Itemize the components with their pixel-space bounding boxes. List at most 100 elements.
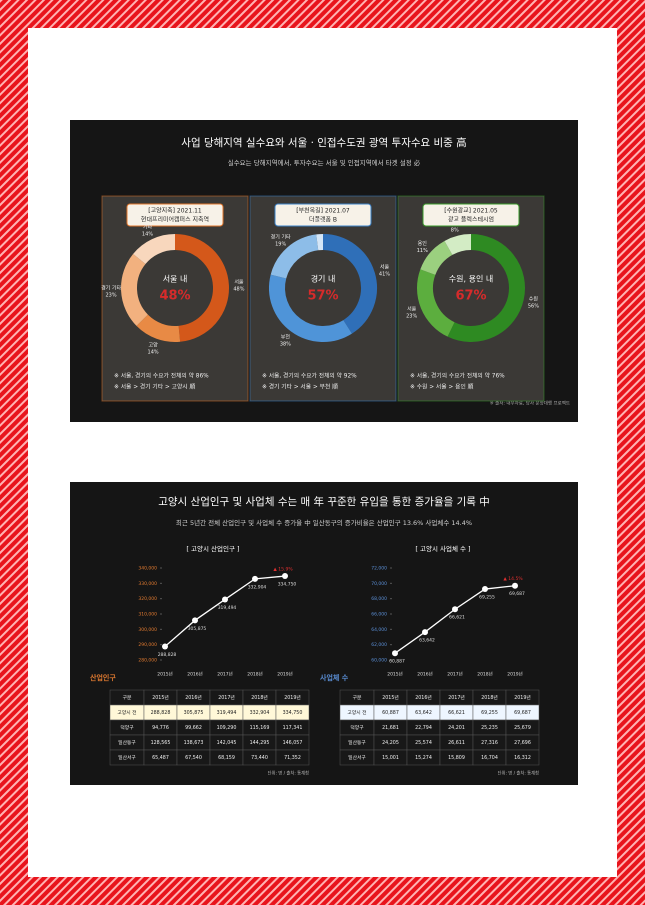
center-label: 수원, 용인 내 — [449, 274, 493, 284]
table-text: 69,687 — [514, 710, 531, 716]
donut-segment — [136, 314, 181, 342]
segment-label: 38% — [280, 341, 291, 347]
table-text: 94,776 — [152, 725, 169, 731]
y-tick-label: 64,000 — [371, 627, 387, 633]
donut-segment — [447, 234, 525, 342]
point — [192, 617, 198, 624]
table-text: 69,255 — [481, 710, 498, 716]
segment-name: 경기 기타 — [271, 233, 291, 240]
point — [222, 596, 228, 603]
donut-segment — [269, 274, 352, 342]
table-text: 일산서구 — [348, 754, 366, 761]
segment-label: 56% — [528, 304, 539, 310]
point — [482, 586, 488, 593]
point — [512, 582, 518, 589]
table-text: 117,341 — [283, 725, 303, 731]
segment-name: 용인 — [418, 240, 428, 247]
table-text: 26,611 — [448, 740, 465, 746]
table-text: 66,621 — [448, 710, 465, 716]
table-text: 67,540 — [185, 755, 202, 761]
panel-note: ※ 서울 > 경기 기타 > 고양시 順 — [114, 383, 195, 391]
table-text: 68,159 — [218, 755, 235, 761]
table-text: 2015년 — [382, 694, 399, 701]
panel-tag: [수원광교] 2021.05 — [444, 207, 498, 215]
x-tick-label: 2018년 — [477, 671, 493, 678]
table-text: 73,440 — [251, 755, 268, 761]
table-text: 2017년 — [448, 694, 465, 701]
donut-segment — [270, 234, 319, 279]
segment-name: 서울 — [407, 306, 417, 313]
table-text: 16,704 — [481, 755, 498, 761]
chart-title: [ 고양시 사업체 수 ] — [415, 544, 470, 553]
table-text: 65,487 — [152, 755, 169, 761]
y-tick-label: 320,000 — [138, 596, 157, 602]
donut-segment — [133, 234, 176, 265]
source-note: ※ 출처: 내부자료, 당사 분양대행 프로젝트 — [490, 400, 570, 407]
table-cell — [275, 749, 310, 766]
center-value: 48% — [159, 289, 190, 304]
panel-note: ※ 경기 기타 > 서울 > 부천 順 — [262, 383, 338, 391]
center-label: 경기 내 — [311, 274, 336, 284]
table-text: 305,875 — [184, 710, 204, 716]
table-text: 덕양구 — [120, 724, 134, 731]
point — [452, 606, 458, 613]
segment-label: 41% — [379, 272, 390, 278]
panel-note: ※ 서울, 경기의 수요가 전체의 약 76% — [410, 372, 505, 380]
table-text: 2018년 — [481, 694, 498, 701]
value-label: 288,828 — [158, 652, 177, 658]
slide-subtitle: 실수요는 당해지역에서, 투자수요는 서울 및 인접지역에서 타겟 설정 必 — [228, 158, 421, 167]
y-tick-label: 310,000 — [138, 612, 157, 618]
table-text: 2018년 — [251, 694, 268, 701]
table-text: 21,681 — [382, 725, 399, 731]
table-text: 15,001 — [382, 755, 399, 761]
table-text: 144,295 — [250, 740, 270, 746]
table-text: 99,662 — [185, 725, 202, 731]
chart-title: [ 고양시 산업인구 ] — [186, 544, 239, 553]
panel-tag: [부천옥길] 2021.07 — [296, 207, 350, 215]
value-label: 334,750 — [278, 582, 297, 588]
y-tick-label: 66,000 — [371, 612, 387, 618]
panel-tag-box — [274, 203, 372, 227]
panel-note: ※ 수원 > 서울 > 용인 順 — [410, 383, 474, 391]
y-tick-label: 60,000 — [371, 658, 387, 664]
table-text: 60,887 — [382, 710, 399, 716]
panel-name: 현대프리미어캠퍼스 지축역 — [141, 216, 209, 224]
x-tick-label: 2016년 — [417, 671, 433, 678]
center-value: 67% — [455, 289, 486, 304]
panel-tag: [고양지축] 2021.11 — [148, 207, 202, 215]
value-label: 69,687 — [509, 591, 525, 597]
table-text: 덕양구 — [350, 724, 364, 731]
point — [282, 573, 288, 580]
segment-label: 48% — [233, 286, 244, 292]
table-text: 109,290 — [217, 725, 237, 731]
table-text: 334,750 — [283, 710, 303, 716]
table-text: 구분 — [353, 695, 362, 701]
table-text: 15,809 — [448, 755, 465, 761]
y-tick-label: 340,000 — [138, 566, 157, 572]
value-label: 66,621 — [449, 615, 465, 621]
slide-title: 사업 당해지역 실수요와 서울 · 인접수도권 광역 투자수요 비중 高 — [181, 136, 466, 149]
panel-tag-box — [422, 203, 520, 227]
table-text: 71,352 — [284, 755, 301, 761]
segment-label: 23% — [106, 293, 117, 299]
segment-name: 서울 — [234, 278, 244, 285]
value-label: 63,642 — [419, 638, 435, 644]
segment-name: 기타 — [143, 224, 153, 231]
point — [392, 650, 398, 657]
table-text: 319,494 — [217, 710, 237, 716]
panel-note: ※ 서울, 경기의 수요가 전체의 약 92% — [262, 372, 357, 380]
table-text: 24,205 — [382, 740, 399, 746]
table-text: 115,169 — [250, 725, 270, 731]
table-text: 15,274 — [415, 755, 432, 761]
table-text: 332,904 — [250, 710, 270, 716]
table-text: 138,673 — [184, 740, 204, 746]
y-tick-label: 280,000 — [138, 658, 157, 664]
table-text: 25,679 — [514, 725, 531, 731]
table-text: 2019년 — [284, 694, 301, 701]
axis-title: 산업인구 — [90, 673, 116, 682]
segment-label: 23% — [406, 314, 417, 320]
table-text: 25,235 — [481, 725, 498, 731]
y-tick-label: 300,000 — [138, 627, 157, 633]
